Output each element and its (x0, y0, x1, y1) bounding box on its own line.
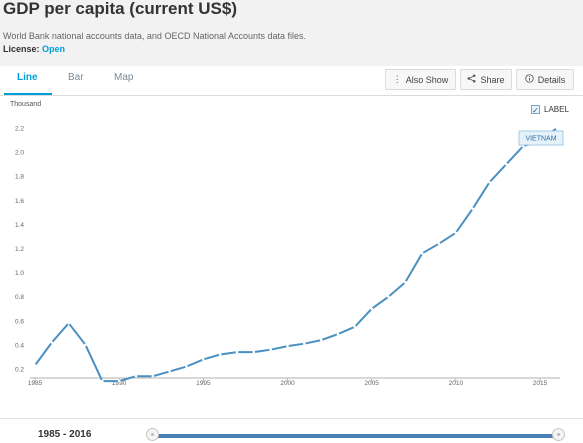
data-point (353, 325, 357, 329)
x-tick-label: 2015 (533, 380, 548, 386)
also-show-label: Also Show (405, 74, 449, 85)
y-tick-label: 1.0 (15, 270, 24, 277)
x-tick-label: 2000 (280, 380, 295, 386)
y-tick-label: 1.4 (15, 222, 24, 229)
data-point (168, 370, 171, 373)
tab-bar[interactable]: Bar (68, 72, 84, 83)
data-point (50, 341, 54, 344)
data-point (471, 207, 475, 210)
share-label: Share (480, 74, 505, 85)
data-point (185, 365, 188, 368)
x-tick-label: 2005 (364, 380, 379, 386)
source-note: World Bank national accounts data, and O… (3, 31, 307, 41)
x-tick-label: 2010 (449, 380, 464, 386)
data-point (521, 144, 525, 148)
range-slider-track[interactable] (150, 434, 560, 438)
data-point (370, 307, 374, 311)
share-icon (467, 74, 476, 85)
data-point (134, 374, 138, 378)
data-point (269, 348, 273, 351)
data-point (235, 350, 239, 354)
x-tick-label: 1995 (196, 380, 211, 386)
info-icon (525, 74, 534, 85)
details-label: Details (537, 74, 566, 85)
series-line-vietnam (34, 127, 558, 383)
data-point (218, 353, 222, 356)
y-tick-label: 1.2 (15, 246, 24, 253)
data-point (555, 126, 559, 130)
series-label-box (518, 130, 564, 146)
data-point (437, 242, 441, 245)
y-tick-label: 1.8 (15, 174, 24, 181)
license-label: License: (3, 44, 40, 54)
x-tick-label: 1990 (112, 380, 127, 386)
data-point (252, 350, 256, 354)
data-point (202, 358, 205, 361)
data-point (505, 162, 508, 166)
chart-tabs: Line Bar Map ⋮ Also Show Share Details (0, 66, 583, 96)
data-point (84, 343, 87, 347)
data-point (404, 280, 407, 284)
y-tick-label: 0.2 (15, 367, 24, 374)
y-unit-label: Thousand (10, 101, 42, 108)
data-point (303, 342, 306, 345)
data-point (286, 344, 289, 348)
also-show-button[interactable]: ⋮ Also Show (385, 69, 456, 90)
details-button[interactable]: Details (516, 69, 574, 90)
range-start-handle[interactable] (146, 428, 159, 441)
active-tab-indicator (4, 93, 52, 95)
year-range: 1985 - 2016 (38, 429, 92, 440)
label-checkbox[interactable]: ✓ (531, 105, 540, 115)
data-point (151, 374, 155, 378)
checkmark-icon: ✓ (532, 106, 539, 115)
y-tick-label: 2.0 (15, 150, 24, 157)
label-toggle-text: LABEL (544, 105, 569, 114)
header: GDP per capita (current US$) World Bank … (0, 0, 583, 66)
data-point (387, 295, 390, 298)
range-end-handle[interactable] (552, 428, 565, 441)
license-line: License: Open (3, 44, 65, 54)
data-point (67, 321, 70, 325)
vertical-dots-icon: ⋮ (392, 74, 402, 84)
share-button[interactable]: Share (460, 69, 512, 90)
tab-line[interactable]: Line (17, 72, 38, 83)
data-point (117, 379, 121, 383)
series-label: VIETNAM (525, 136, 556, 143)
y-tick-label: 2.2 (15, 126, 24, 133)
data-point (101, 379, 104, 383)
y-tick-label: 1.6 (15, 198, 24, 205)
label-toggle[interactable]: ✓ LABEL (531, 105, 569, 115)
data-point (454, 231, 458, 235)
license-link[interactable]: Open (42, 44, 66, 54)
tab-map[interactable]: Map (114, 72, 134, 83)
y-tick-label: 0.8 (15, 294, 24, 301)
data-point (319, 338, 323, 342)
page-title: GDP per capita (current US$) (3, 0, 237, 18)
y-tick-label: 0.6 (15, 318, 24, 325)
data-point (488, 180, 491, 184)
range-footer: 1985 - 2016 (0, 418, 583, 443)
x-tick-label: 1985 (28, 380, 43, 386)
data-point (420, 252, 424, 255)
line-chart: 0.2 0.4 0.6 0.8 1.0 1.2 1.4 1.6 1.8 2.0 2.2 1985 199… (15, 126, 564, 386)
data-point (33, 364, 37, 367)
y-tick-label: 0.4 (15, 342, 24, 349)
data-point (336, 332, 340, 336)
